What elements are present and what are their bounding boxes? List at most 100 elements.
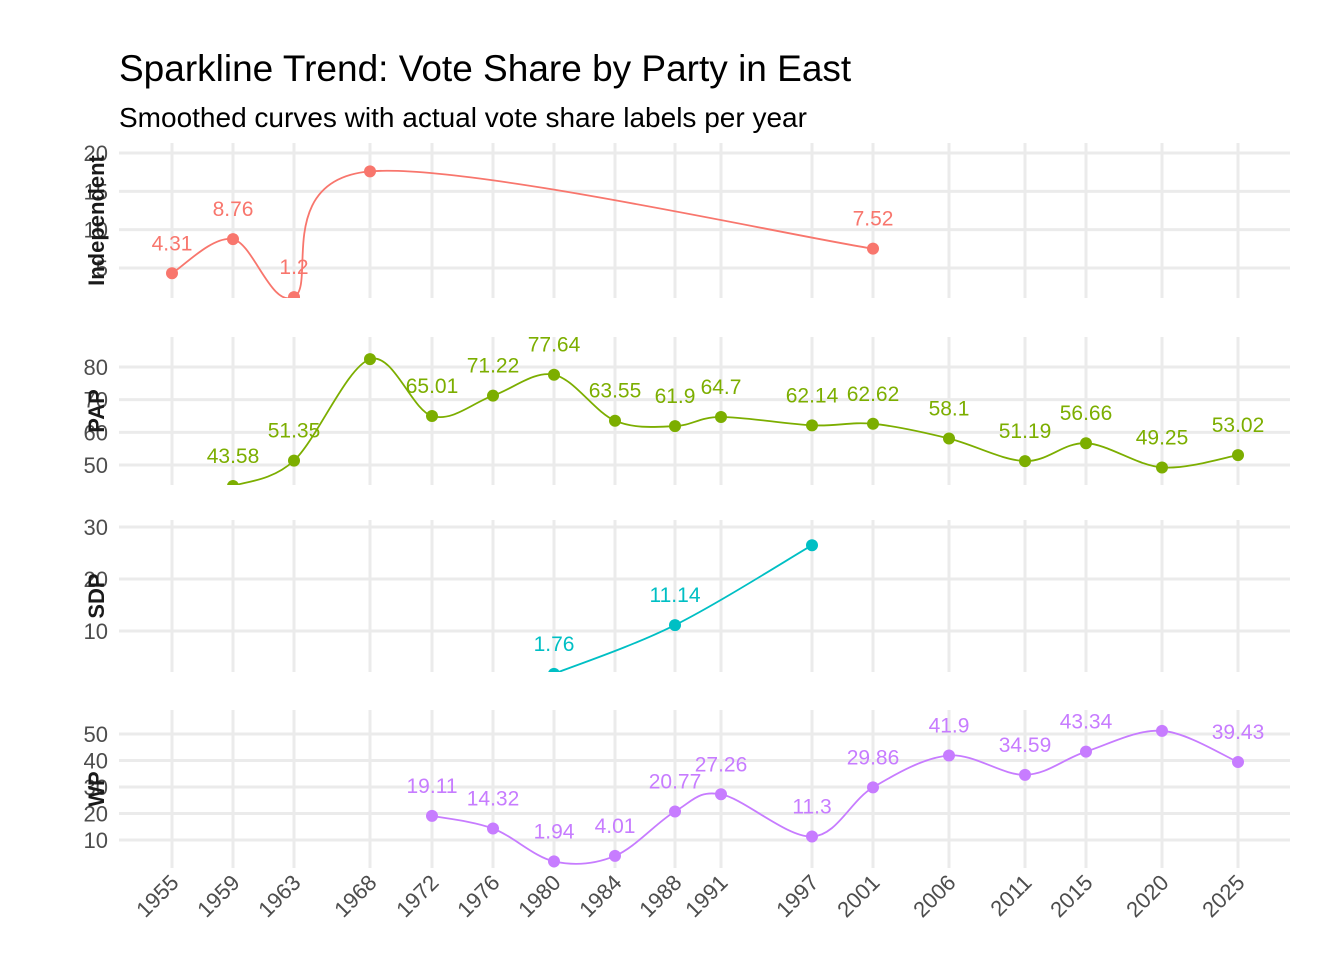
- data-label: 43.58: [207, 445, 260, 468]
- facet-label: WP: [84, 771, 109, 806]
- data-label: 4.01: [595, 815, 636, 838]
- data-label: 34.59: [999, 734, 1052, 757]
- data-point: [1080, 745, 1092, 758]
- data-label: 62.14: [786, 384, 839, 407]
- y-tick-label: 50: [84, 722, 108, 747]
- data-point: [1080, 437, 1092, 450]
- data-point: [806, 830, 818, 843]
- data-label: 56.66: [1060, 402, 1113, 425]
- data-label: 63.55: [589, 380, 642, 403]
- data-label: 11.3: [792, 796, 831, 819]
- data-point: [1019, 768, 1031, 781]
- data-label: 1.94: [534, 820, 575, 843]
- data-point: [715, 788, 727, 801]
- data-point: [426, 409, 438, 422]
- data-label: 7.52: [853, 208, 894, 231]
- facet-label: PAP: [84, 389, 109, 433]
- x-tick-label: 2006: [908, 870, 960, 922]
- data-point: [806, 539, 818, 552]
- facet-grid: [119, 143, 1290, 298]
- x-axis: 1955 1959 1963 1968 1972 1976 1980 1984 19881991…: [131, 870, 1249, 922]
- x-tick-label: 1959: [192, 870, 244, 922]
- data-point: [166, 267, 178, 280]
- data-point: [1232, 449, 1244, 462]
- y-tick-label: 80: [84, 355, 108, 380]
- x-tick-label: 2025: [1197, 870, 1249, 922]
- series-line-sdp: [556, 544, 813, 672]
- data-label: 58.1: [929, 398, 970, 421]
- x-tick-label: 1963: [253, 870, 305, 922]
- chart-subtitle: Smoothed curves with actual vote share l…: [119, 102, 807, 133]
- data-point: [487, 389, 499, 402]
- data-label: 4.31: [152, 232, 193, 255]
- facet-pap: 50 60 70 80 PAP 43.58 51.35 65.01 71.22 77.64 63.5…: [84, 334, 1290, 485]
- data-point: [609, 414, 621, 427]
- x-tick-label: 1976: [452, 870, 504, 922]
- x-tick-label: 1997: [771, 870, 823, 922]
- data-label: 8.76: [213, 198, 254, 221]
- data-label: 43.34: [1060, 711, 1113, 734]
- data-label: 39.43: [1212, 721, 1265, 744]
- data-label: 11.14: [650, 584, 701, 607]
- x-tick-label: 2001: [832, 870, 884, 922]
- series-line-pap: [233, 357, 1239, 485]
- data-point: [1156, 724, 1168, 737]
- x-tick-label: 1991: [680, 870, 732, 922]
- data-label: 27.26: [695, 753, 748, 776]
- data-point: [1019, 455, 1031, 468]
- x-tick-label: 2015: [1045, 870, 1097, 922]
- x-tick-label: 2011: [985, 870, 1036, 921]
- data-point: [426, 809, 438, 822]
- y-tick-label: 30: [84, 775, 108, 800]
- data-point: [609, 849, 621, 862]
- data-point: [943, 432, 955, 445]
- y-tick-label: 10: [84, 828, 108, 853]
- data-point: [669, 619, 681, 632]
- data-point: [1156, 461, 1168, 474]
- data-label: 53.02: [1212, 414, 1265, 437]
- data-label: 41.9: [929, 714, 970, 737]
- data-point: [867, 417, 879, 430]
- y-tick-label: 10: [84, 218, 108, 243]
- y-tick-label: 60: [84, 420, 108, 445]
- y-tick-label: 10: [84, 619, 108, 644]
- y-tick-label: 5: [96, 256, 108, 281]
- y-tick-label: 50: [84, 453, 108, 478]
- data-label: 1.2: [279, 256, 308, 279]
- data-point: [548, 368, 560, 381]
- y-tick-label: 40: [84, 749, 108, 774]
- data-label: 1.76: [534, 633, 575, 656]
- data-point: [364, 353, 376, 366]
- data-point: [806, 419, 818, 432]
- data-label: 29.86: [847, 746, 900, 769]
- data-point: [548, 855, 560, 868]
- y-tick-label: 30: [84, 515, 108, 540]
- data-label: 61.9: [655, 385, 696, 408]
- facet-grid: [119, 710, 1290, 868]
- data-point: [487, 822, 499, 835]
- y-tick-label: 20: [84, 802, 108, 827]
- data-point: [867, 242, 879, 255]
- data-point: [227, 479, 239, 485]
- data-point: [227, 233, 239, 246]
- data-label: 62.62: [847, 383, 900, 406]
- data-label: 65.01: [406, 375, 459, 398]
- data-label: 19.11: [407, 775, 458, 798]
- x-tick-label: 2020: [1121, 870, 1173, 922]
- facet-grid: [119, 337, 1290, 485]
- data-label: 51.19: [999, 420, 1052, 443]
- chart-title: Sparkline Trend: Vote Share by Party in …: [119, 48, 852, 89]
- data-point: [669, 805, 681, 818]
- x-tick-label: 1980: [513, 870, 565, 922]
- data-point: [548, 667, 560, 672]
- data-label: 14.32: [467, 788, 520, 811]
- data-label: 64.7: [701, 376, 742, 399]
- facet-sdp: 10 20 30 SDP 1.76 11.14: [84, 515, 1290, 672]
- data-point: [669, 420, 681, 433]
- x-tick-label: 1984: [574, 870, 626, 922]
- data-point: [943, 749, 955, 762]
- data-label: 77.64: [528, 334, 581, 357]
- data-point: [364, 165, 376, 178]
